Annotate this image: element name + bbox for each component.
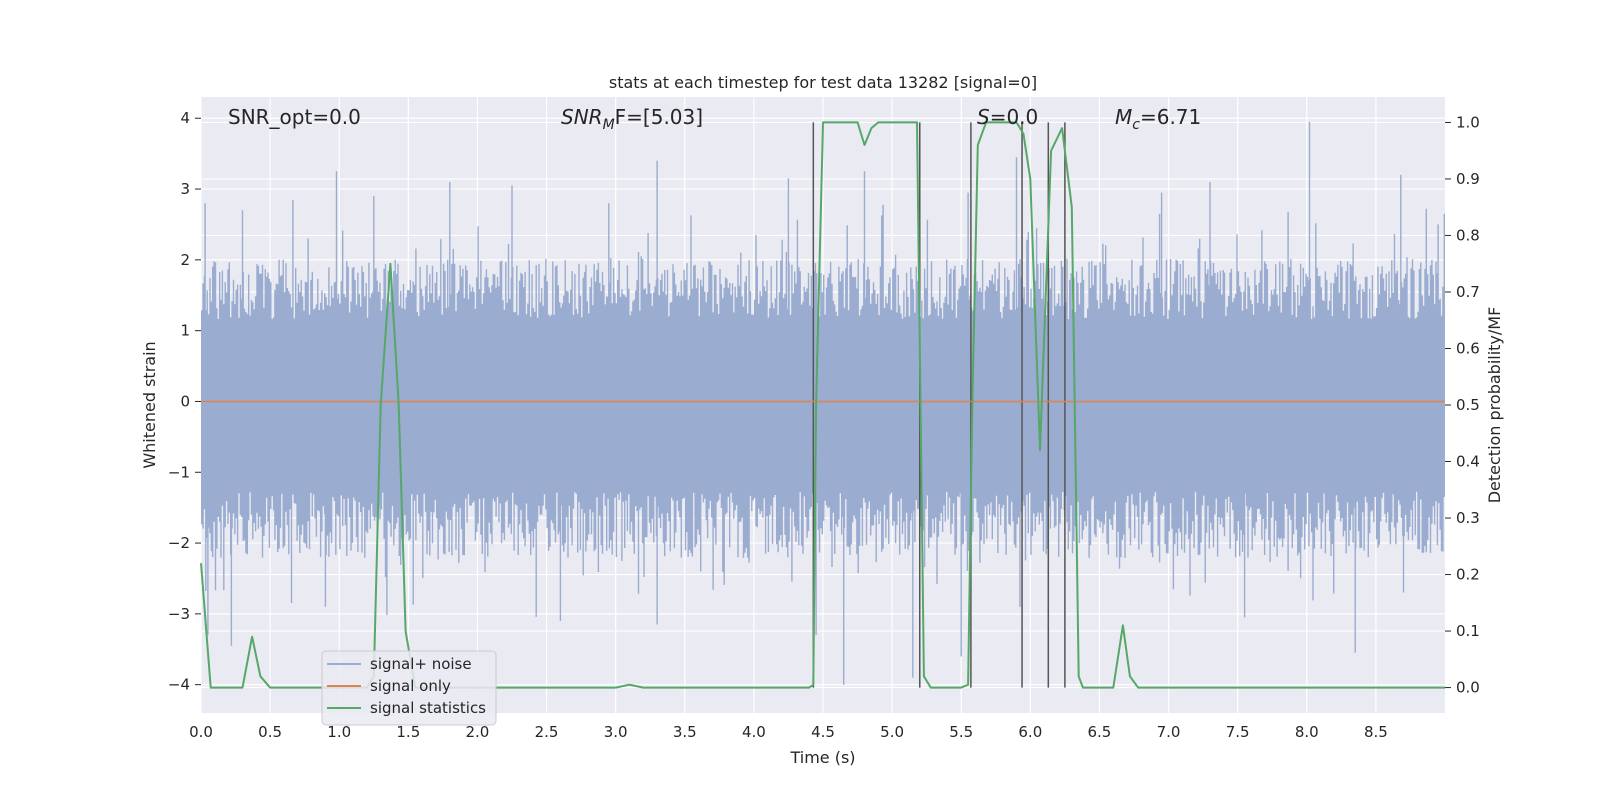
- y-tick-label: 0: [180, 392, 190, 410]
- legend-label-signal-noise: signal+ noise: [370, 655, 472, 673]
- x-tick-label: 6.0: [1018, 723, 1042, 741]
- annotation-snr-opt: SNR_opt=0.0: [228, 105, 361, 129]
- x-tick-label: 2.0: [466, 723, 490, 741]
- legend-label-signal-statistics: signal statistics: [370, 699, 486, 717]
- x-tick-label: 5.0: [880, 723, 904, 741]
- y2-tick-label: 0.8: [1456, 226, 1480, 244]
- y2-tick-label: 0.6: [1456, 339, 1480, 357]
- x-tick-label: 6.5: [1088, 723, 1112, 741]
- annotation-s: S=0.0: [977, 105, 1038, 129]
- x-tick-label: 1.0: [327, 723, 351, 741]
- x-tick-label: 8.5: [1364, 723, 1388, 741]
- annotation-mc-main: M: [1115, 105, 1132, 129]
- chart-title: stats at each timestep for test data 132…: [609, 73, 1037, 92]
- legend-box: [321, 650, 497, 726]
- y-axis-label: Whitened strain: [140, 341, 159, 468]
- annotation-s-main: S: [977, 105, 990, 129]
- y2-tick-label: 0.5: [1456, 396, 1480, 414]
- y-tick-label: 4: [180, 109, 190, 127]
- x-tick-label: 3.0: [604, 723, 628, 741]
- y-tick-label: 2: [180, 251, 190, 269]
- annotation-snr-mf-main: SNR: [561, 105, 603, 129]
- x-tick-label: 0.5: [258, 723, 282, 741]
- strain-noise-trace: [201, 121, 1445, 685]
- y-tick-label: −1: [168, 463, 190, 481]
- y2-tick-label: 0.0: [1456, 679, 1480, 697]
- x-tick-label: 7.5: [1226, 723, 1250, 741]
- x-tick-label: 8.0: [1295, 723, 1319, 741]
- y-tick-label: −3: [168, 605, 190, 623]
- annotation-mc: Mc=6.71: [1115, 105, 1201, 133]
- y-axis-ticks: 4 3 2 1 0 −1 −2 −3 −4: [168, 109, 201, 694]
- annotation-snr-mf-rest: F=[5.03]: [615, 105, 703, 129]
- x-axis-ticks: 0.0 0.5 1.0 1.5 2.0 2.5 3.0 3.5 4.0 4.5 5.0 5.5 6.0 6…: [189, 723, 1388, 741]
- x-tick-label: 3.5: [673, 723, 697, 741]
- y-tick-label: −2: [168, 534, 190, 552]
- y2-axis-label: Detection probability/MF: [1485, 307, 1504, 504]
- y2-tick-label: 0.9: [1456, 170, 1480, 188]
- annotation-s-rest: =0.0: [990, 105, 1039, 129]
- x-tick-label: 5.5: [949, 723, 973, 741]
- y2-tick-label: 0.3: [1456, 509, 1480, 527]
- y-tick-label: 3: [180, 180, 190, 198]
- y2-tick-label: 0.4: [1456, 453, 1480, 471]
- annotation-snr-mf-sub: M: [603, 117, 615, 133]
- legend: signal+ noise signal only signal statist…: [321, 650, 497, 726]
- annotation-mc-rest: =6.71: [1140, 105, 1201, 129]
- x-tick-label: 2.5: [535, 723, 559, 741]
- y2-tick-label: 0.2: [1456, 566, 1480, 584]
- x-tick-label: 4.0: [742, 723, 766, 741]
- x-tick-label: 0.0: [189, 723, 213, 741]
- y2-tick-label: 1.0: [1456, 113, 1480, 131]
- annotation-snr-mf: SNRMF=[5.03]: [561, 105, 703, 133]
- x-tick-label: 1.5: [396, 723, 420, 741]
- x-tick-label: 4.5: [811, 723, 835, 741]
- y2-tick-label: 0.1: [1456, 622, 1480, 640]
- legend-label-signal-only: signal only: [370, 677, 451, 695]
- x-tick-label: 7.0: [1157, 723, 1181, 741]
- annotation-mc-sub: c: [1132, 117, 1140, 133]
- y-tick-label: −4: [168, 676, 190, 694]
- x-axis-label: Time (s): [789, 748, 855, 767]
- y2-axis-ticks: 1.0 0.9 0.8 0.7 0.6 0.5 0.4 0.3 0.2 0.1 0.0: [1445, 113, 1480, 697]
- strain-series: [201, 121, 1445, 685]
- y-tick-label: 1: [180, 322, 190, 340]
- y2-tick-label: 0.7: [1456, 283, 1480, 301]
